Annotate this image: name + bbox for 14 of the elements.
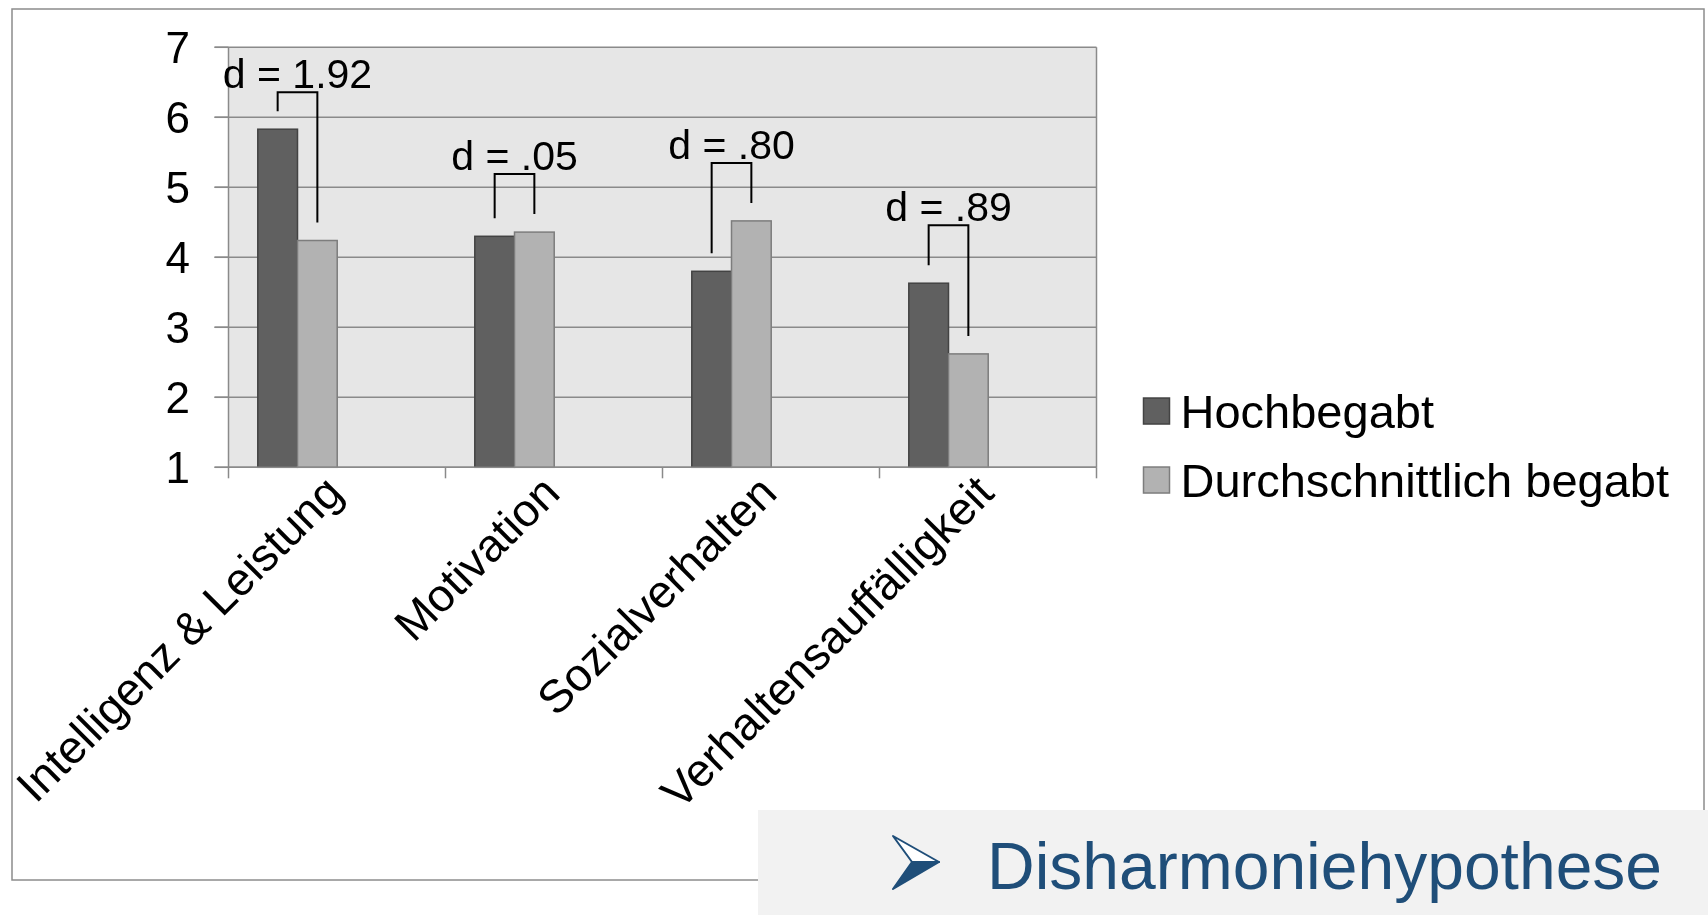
legend-label: Durchschnittlich begabt (1180, 453, 1670, 507)
annotation: d = .89 (885, 184, 1012, 231)
legend-label: Hochbegabt (1180, 384, 1434, 438)
y-tick-label: 4 (165, 232, 190, 282)
annotation: d = 1.92 (222, 51, 373, 98)
y-tick-label: 5 (165, 162, 190, 212)
y-tick-label: 1 (165, 442, 190, 492)
annotation: d = .80 (668, 121, 795, 168)
annotation: d = .05 (451, 133, 578, 180)
text: Disharmoniehypothese (987, 829, 1663, 903)
y-tick-label: 2 (165, 372, 190, 422)
y-tick-label: 6 (165, 92, 190, 142)
y-tick-label: 7 (165, 22, 190, 72)
y-tick-label: 3 (165, 302, 190, 352)
